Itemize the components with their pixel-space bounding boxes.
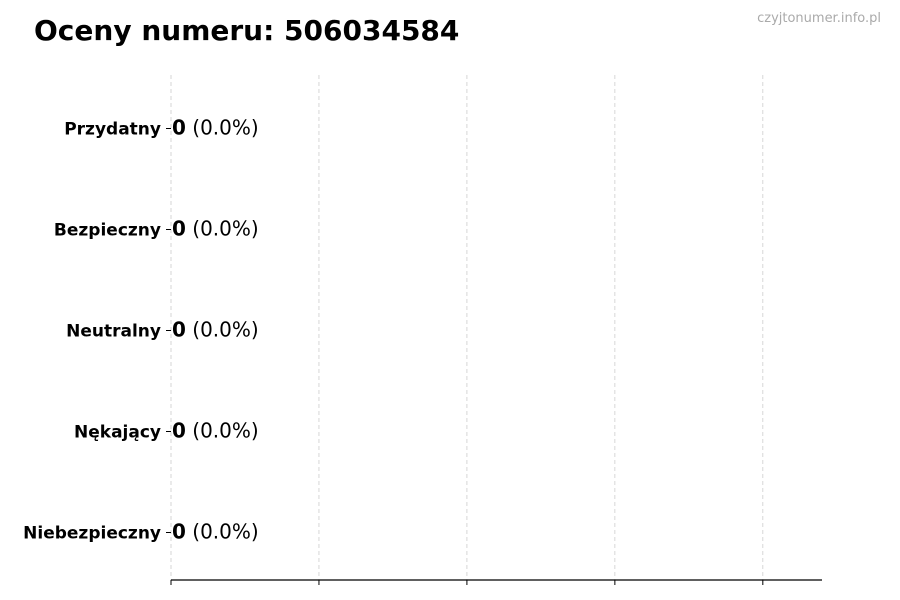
y-tick-label: Bezpieczny bbox=[54, 221, 161, 241]
y-tick-label: Neutralny bbox=[66, 322, 161, 342]
data-label-percent: (0.0%) bbox=[186, 318, 259, 342]
data-label-count: 0 bbox=[172, 419, 186, 443]
watermark: czyjtonumer.info.pl bbox=[757, 11, 881, 26]
data-label: 0 (0.0%) bbox=[172, 116, 259, 140]
data-label: 0 (0.0%) bbox=[172, 217, 259, 241]
data-label-count: 0 bbox=[172, 520, 186, 544]
data-label-percent: (0.0%) bbox=[186, 419, 259, 443]
data-label-count: 0 bbox=[172, 217, 186, 241]
chart-title: Oceny numeru: 506034584 bbox=[34, 14, 459, 47]
data-label: 0 (0.0%) bbox=[172, 318, 259, 342]
data-label-count: 0 bbox=[172, 116, 186, 140]
data-label-count: 0 bbox=[172, 318, 186, 342]
data-label: 0 (0.0%) bbox=[172, 520, 259, 544]
data-label-percent: (0.0%) bbox=[186, 116, 259, 140]
data-label-percent: (0.0%) bbox=[186, 520, 259, 544]
data-label: 0 (0.0%) bbox=[172, 419, 259, 443]
y-tick-label: Przydatny bbox=[64, 120, 161, 140]
y-tick-label: Niebezpieczny bbox=[23, 524, 161, 544]
data-label-percent: (0.0%) bbox=[186, 217, 259, 241]
y-tick-label: Nękający bbox=[74, 423, 161, 443]
